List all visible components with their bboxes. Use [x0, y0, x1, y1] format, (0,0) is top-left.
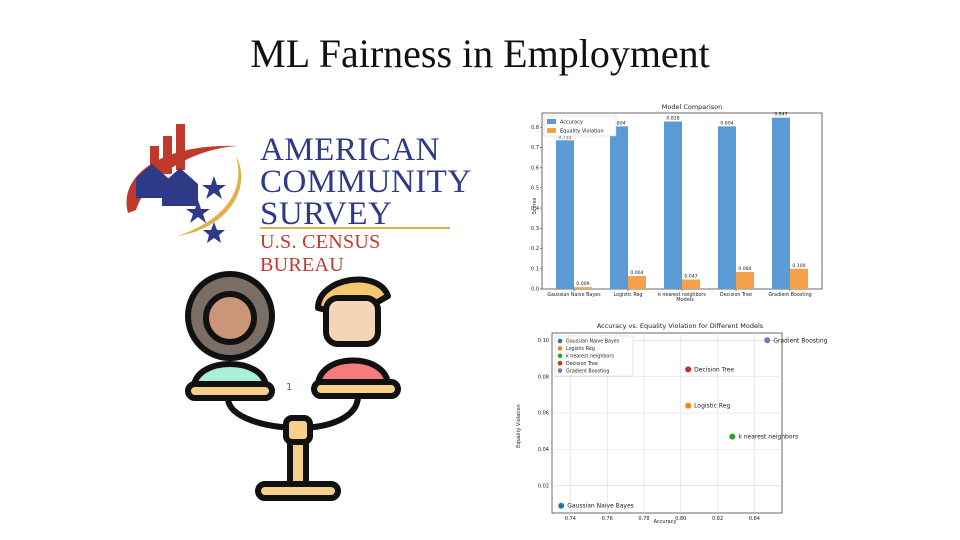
bar-ytick-label: 0.1: [531, 266, 539, 272]
bar-chart-xlabel: Models: [676, 297, 694, 303]
scatter-legend-label: k nearest neighbors: [566, 354, 614, 360]
bar-xtick-label: Gradient Boosting: [768, 292, 811, 298]
bar-ytick-label: 0.6: [531, 165, 539, 171]
legend-swatch-accuracy: [547, 119, 556, 124]
bar-accuracy: [772, 117, 790, 289]
logo-text-survey: SURVEY: [260, 196, 393, 232]
scatter-point-label: Decision Tree: [694, 366, 734, 373]
bar-ytick-label: 0.7: [531, 145, 539, 151]
bar-ytick-label: 0.4: [531, 206, 539, 212]
bar-ytick-label: 0.8: [531, 125, 539, 131]
scatter-chart-xlabel: Accuracy: [654, 519, 677, 525]
acs-logo-mark: [126, 124, 242, 243]
legend-label-equality-violation: Equality Violation: [560, 129, 604, 135]
scatter-point: [685, 366, 692, 373]
bar-equality-violation: [628, 276, 646, 289]
scatter-point-label: k nearest neighbors: [738, 434, 798, 441]
bar-xtick-label: Decision Tree: [720, 292, 752, 298]
bar-value-label: 0.847: [774, 112, 787, 118]
bar-value-label: 0.100: [792, 263, 805, 269]
scatter-legend-label: Decision Tree: [566, 361, 598, 367]
svg-text:1: 1: [286, 382, 292, 393]
bar-xtick-label: Gaussian Naive Bayes: [547, 292, 601, 298]
scatter-point: [558, 502, 565, 509]
legend-swatch-equality-violation: [547, 128, 556, 133]
scatter-ytick-label: 0.10: [538, 338, 549, 344]
bar-accuracy: [664, 121, 682, 289]
scatter-chart-ylabel: Equality Violation: [516, 404, 522, 448]
scatter-point: [729, 433, 736, 440]
scatter-xtick-label: 0.76: [602, 516, 613, 522]
bar-equality-violation: [790, 268, 808, 289]
bar-ytick-label: 0.0: [531, 287, 539, 293]
logo-text-community: COMMUNITY: [260, 164, 472, 200]
bar-equality-violation: [574, 287, 592, 289]
fairness-scale-illustration: 1: [185, 271, 401, 501]
scatter-legend-label: Logistic Reg: [566, 346, 595, 352]
bar-value-label: 0.047: [684, 273, 697, 279]
scatter-legend-marker: [557, 360, 563, 366]
scatter-point: [764, 337, 771, 344]
bar-chart-legend: Accuracy Equality Violation: [543, 115, 617, 137]
bar-chart-title: Model Comparison: [662, 103, 723, 111]
scatter-legend-label: Gradient Boosting: [566, 368, 609, 374]
scatter-xtick-label: 0.84: [749, 516, 760, 522]
logo-divider: [260, 227, 450, 229]
scatter-point-label: Gradient Boosting: [773, 337, 827, 344]
bar-value-label: 0.009: [576, 281, 589, 287]
bar-xtick-label: Logistic Reg: [614, 292, 643, 298]
scatter-legend-marker: [557, 368, 563, 373]
slide-title: ML Fairness in Employment: [250, 31, 710, 76]
acs-logo: AMERICAN COMMUNITY SURVEY U.S. CENSUS BU…: [118, 118, 471, 276]
scatter-xtick-label: 0.78: [638, 516, 649, 522]
scatter-ytick-label: 0.06: [538, 411, 549, 417]
bar-equality-violation: [682, 279, 700, 289]
bar-value-label: 0.084: [738, 266, 751, 272]
legend-label-accuracy: Accuracy: [560, 120, 583, 126]
scatter-legend-marker: [557, 338, 563, 344]
bar-value-label: 0.064: [630, 270, 643, 276]
scatter-legend-label: Gaussian Naive Bayes: [566, 339, 620, 345]
scatter-point: [685, 402, 692, 409]
bar-value-label: 0.828: [666, 115, 679, 121]
scatter-xtick-label: 0.74: [565, 516, 576, 522]
scatter-point-label: Logistic Reg: [694, 403, 730, 410]
bar-accuracy: [610, 126, 628, 290]
bar-equality-violation: [736, 272, 754, 289]
scatter-point-label: Gaussian Naive Bayes: [567, 503, 634, 510]
accuracy-vs-violation-scatter-chart: Accuracy vs. Equality Violation for Diff…: [516, 322, 828, 525]
scatter-xtick-label: 0.80: [675, 516, 686, 522]
bar-accuracy: [718, 126, 736, 290]
scatter-ytick-label: 0.02: [538, 483, 549, 489]
scatter-ytick-label: 0.04: [538, 447, 549, 453]
bar-value-label: 0.804: [720, 120, 733, 126]
logo-text-american: AMERICAN: [260, 132, 441, 168]
bar-accuracy: [556, 140, 574, 289]
scatter-ytick-label: 0.08: [538, 374, 549, 380]
bar-ytick-label: 0.3: [531, 226, 539, 232]
model-comparison-bar-chart: Model Comparison Scores Models 0.0 0.1 0.2…: [531, 103, 823, 303]
bar-value-label: 0.735: [558, 134, 571, 140]
bar-value-label: 0.804: [612, 120, 625, 126]
scatter-chart-frame: [551, 332, 783, 514]
bar-ytick-label: 0.5: [531, 186, 539, 192]
scatter-legend-marker: [557, 353, 563, 359]
bar-chart-ylabel: Scores: [532, 197, 538, 214]
logo-text-census-bureau: U.S. CENSUS BUREAU: [260, 231, 381, 276]
scatter-chart-title: Accuracy vs. Equality Violation for Diff…: [597, 322, 764, 330]
bar-ytick-label: 0.2: [531, 246, 539, 252]
bar-xtick-label: k nearest neighbors: [658, 292, 706, 298]
scatter-legend-marker: [557, 346, 563, 351]
scatter-xtick-label: 0.82: [712, 516, 723, 522]
